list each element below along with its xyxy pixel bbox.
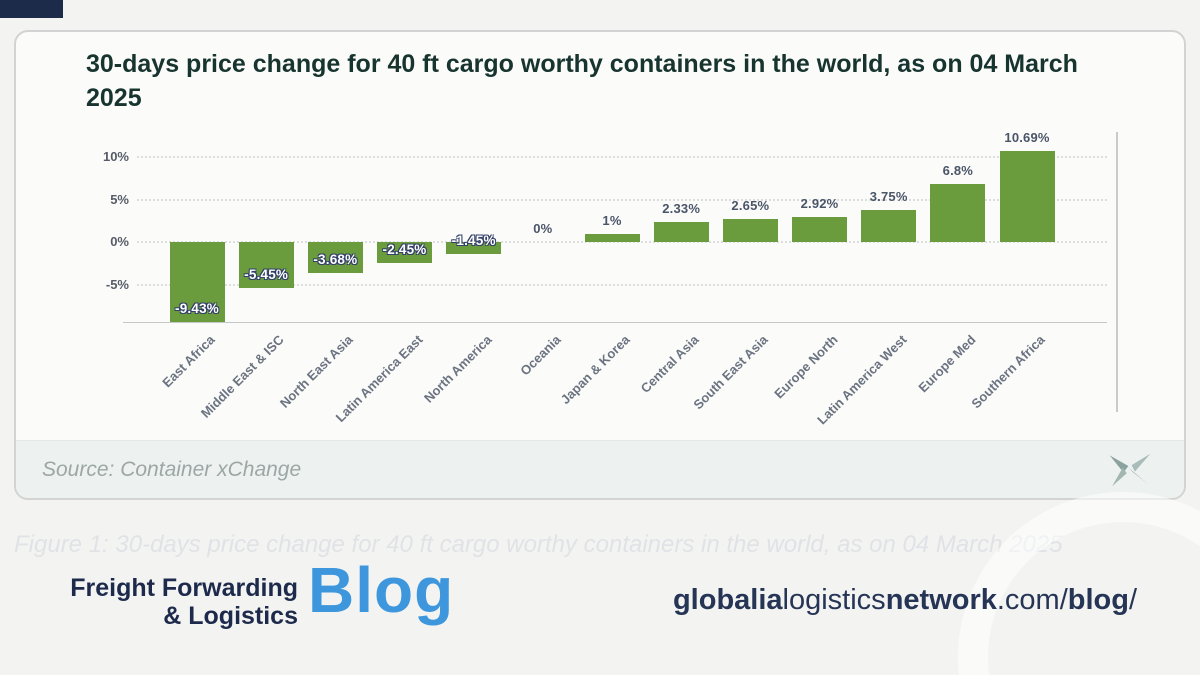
- url-segment: network: [885, 584, 997, 616]
- value-label: 2.65%: [731, 198, 770, 214]
- value-label: -2.45%: [382, 241, 427, 257]
- gridline: [137, 156, 1107, 158]
- bar-europe-north: [792, 217, 848, 242]
- url-segment: logistics: [782, 584, 886, 616]
- y-axis-tick: 10%: [102, 149, 129, 164]
- url-segment: blog: [1067, 584, 1129, 616]
- bar-southern-africa: [999, 151, 1055, 242]
- value-label: 2.33%: [662, 201, 701, 217]
- value-label: 6.8%: [942, 163, 974, 179]
- gridline: [137, 283, 1107, 286]
- value-label: 0%: [533, 221, 553, 236]
- bar-north-america: [446, 242, 502, 255]
- value-label: 2.92%: [800, 196, 839, 212]
- bar-latin-america-west: [861, 210, 917, 242]
- bar-latin-america-east: [377, 242, 432, 263]
- gridline: [137, 198, 1107, 201]
- site-url: globalialogisticsnetwork.com/blog/: [655, 584, 1155, 617]
- url-segment: /: [1128, 584, 1138, 616]
- bar-japan-korea: [584, 233, 640, 242]
- bar-middle-east-isc: [238, 242, 294, 289]
- y-axis-tick: 0%: [110, 234, 129, 249]
- value-label: -5.45%: [244, 267, 289, 283]
- bar-chart-plot: 10% 5% 0% -5% -9.43% East Africa -5.45% Middle …: [16, 32, 1188, 502]
- value-label: 1%: [602, 212, 622, 228]
- x-axis-line: [123, 322, 1107, 323]
- value-label: 10.69%: [1004, 130, 1050, 146]
- container-xchange-star-icon: [1109, 453, 1151, 486]
- card-footer: Source: Container xChange: [16, 440, 1184, 498]
- value-label: -3.68%: [313, 252, 358, 268]
- url-segment: globalia: [672, 584, 783, 616]
- bar-north-east-asia: [307, 242, 363, 274]
- brand-name: Freight Forwarding & Logistics: [58, 574, 298, 630]
- brand-block: Freight Forwarding & Logistics Blog: [58, 558, 454, 630]
- y-axis-tick: 5%: [110, 191, 129, 207]
- bar-south-east-asia: [722, 219, 778, 242]
- gridline: [137, 241, 1107, 243]
- source-note: Source: Container xChange: [42, 457, 302, 481]
- url-segment: .com/: [996, 584, 1068, 616]
- value-label: -1.45%: [451, 233, 496, 249]
- plot-right-border: [1116, 132, 1118, 412]
- chart-card: 30-days price change for 40 ft cargo wor…: [14, 30, 1186, 500]
- bar-east-africa: [169, 242, 225, 323]
- blog-wordmark: Blog: [308, 554, 455, 626]
- value-label: 3.75%: [869, 189, 908, 205]
- y-axis-tick: -5%: [105, 276, 129, 292]
- bar-central-asia: [653, 222, 709, 242]
- value-label: -9.43%: [175, 301, 219, 317]
- brand-line1: Freight Forwarding: [70, 574, 298, 602]
- bar-europe-med: [930, 184, 986, 242]
- corner-accent: [0, 0, 63, 18]
- chart-title: 30-days price change for 40 ft cargo wor…: [86, 50, 1078, 112]
- brand-line2: & Logistics: [163, 602, 298, 630]
- figure-caption: Figure 1: 30-days price change for 40 ft…: [14, 531, 1063, 558]
